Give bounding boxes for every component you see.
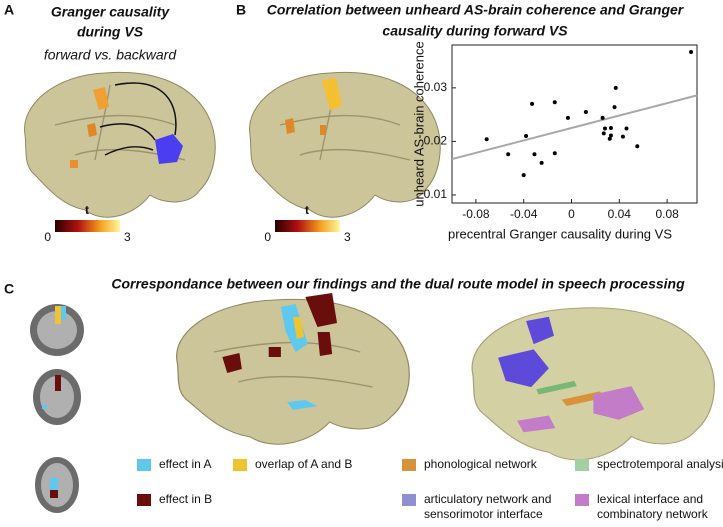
point (484, 137, 489, 142)
legend: effect in A overlap of A and B phonologica… (137, 457, 723, 521)
panel-title: Correspondance between our findings and … (111, 276, 685, 292)
point (620, 134, 625, 139)
panel-title: Granger causality (51, 4, 170, 20)
point (612, 105, 617, 110)
point (524, 134, 529, 139)
point (635, 144, 640, 149)
point (608, 133, 613, 138)
x-tick-label: -0.08 (462, 207, 490, 221)
y-tick-label: 0.01 (424, 187, 448, 201)
colorbar-min: 0 (44, 230, 51, 244)
colorbar-max: 3 (344, 230, 351, 244)
legend-label: spectrotemporal analysis (597, 457, 723, 471)
legend-label: phonological network (424, 457, 538, 471)
chart-title: causality during forward VS (382, 23, 568, 39)
legend-label: combinatory network (597, 507, 709, 521)
y-axis-label: unheard AS-brain coherence (411, 41, 426, 207)
point (539, 160, 544, 165)
legend-swatch (137, 459, 151, 471)
legend-label: articulatory network and (424, 492, 551, 506)
x-axis-label: precentral Granger causality during VS (448, 226, 672, 241)
colorbar-label: t (305, 203, 309, 217)
legend-swatch (575, 459, 589, 471)
panel-title: during VS (77, 24, 144, 40)
point (532, 152, 537, 157)
point (552, 151, 557, 156)
colorbar-label: t (85, 203, 89, 217)
colorbar-max: 3 (124, 230, 131, 244)
y-tick-label: 0.02 (424, 134, 448, 148)
fit-line (451, 94, 698, 161)
point (506, 152, 511, 157)
colorbar-min: 0 (264, 230, 271, 244)
plot-frame (451, 44, 698, 204)
legend-swatch (137, 494, 151, 506)
brain-image (249, 71, 441, 218)
panel-subtitle: forward vs. backward (44, 47, 177, 63)
legend-label: overlap of A and B (255, 457, 352, 471)
colorbar (55, 220, 120, 232)
legend-label: sensorimotor interface (424, 507, 543, 521)
brain-image (24, 71, 216, 218)
point (601, 131, 606, 136)
legend-swatch (402, 459, 416, 471)
y-tick-label: 0.03 (424, 80, 448, 94)
point (602, 126, 607, 131)
point (521, 173, 526, 178)
x-tick-label: 0 (568, 207, 575, 221)
mri-slices (30, 304, 84, 513)
point (607, 136, 612, 141)
point (530, 101, 535, 106)
point (608, 126, 613, 131)
point (600, 115, 605, 120)
colorbars: t 0 3 t 0 3 (44, 203, 351, 244)
x-tick-label: -0.04 (510, 207, 538, 221)
legend-swatch (233, 459, 247, 471)
scatter-plot: Correlation between unheard AS-brain coh… (267, 2, 698, 241)
point (689, 49, 694, 54)
panel-letter: B (236, 2, 246, 18)
point (583, 109, 588, 114)
x-tick-label: 0.04 (608, 207, 632, 221)
legend-label: effect in B (159, 492, 212, 506)
legend-swatch (575, 494, 589, 506)
panel-letter: C (4, 281, 14, 297)
legend-label: lexical interface and (597, 492, 703, 506)
brain-image (471, 307, 715, 461)
point (552, 100, 557, 105)
x-tick-label: 0.08 (655, 207, 679, 221)
colorbar (275, 220, 340, 232)
point (613, 85, 618, 90)
chart-title: Correlation between unheard AS-brain coh… (267, 2, 685, 18)
legend-swatch (402, 494, 416, 506)
legend-label: effect in A (159, 457, 211, 471)
point (624, 126, 629, 131)
panel-letter: A (4, 2, 14, 18)
brain-image (176, 293, 410, 445)
point (565, 115, 570, 120)
